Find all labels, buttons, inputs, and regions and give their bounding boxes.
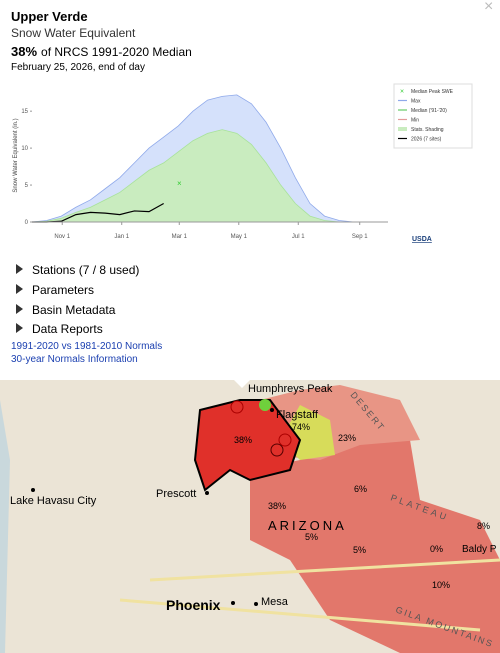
city-dot <box>31 488 35 492</box>
map-label: Prescott <box>156 488 196 500</box>
river <box>0 400 10 653</box>
road <box>119 558 500 632</box>
summary: 38% of NRCS 1991-2020 Median <box>11 44 192 59</box>
legend-label: 2026 (7 sites) <box>411 137 442 143</box>
percent-label: 74% <box>292 422 310 432</box>
map-label: Flagstaff <box>276 409 319 421</box>
map-label: Mesa <box>261 596 289 608</box>
y-tick-label: 5 <box>25 183 29 189</box>
map-label: Baldy P <box>462 544 497 555</box>
percent-label: 10% <box>432 580 450 590</box>
percent-label: 5% <box>305 532 318 542</box>
percent-label: 23% <box>338 433 356 443</box>
menu-item[interactable]: Stations (7 / 8 used) <box>16 263 139 277</box>
legend-label: Min <box>411 118 419 124</box>
subtitle: Snow Water Equivalent <box>11 26 136 40</box>
percent-text: of NRCS 1991-2020 Median <box>41 45 192 59</box>
selected-basin <box>193 399 302 492</box>
percent: 38% <box>11 44 38 59</box>
percent-label: 5% <box>353 545 366 555</box>
menu-item[interactable]: Data Reports <box>16 322 103 336</box>
map-label: ARIZONA <box>268 518 347 533</box>
y-tick-label: 0 <box>25 220 29 226</box>
logo: USDA <box>412 236 432 243</box>
map-label: Lake Havasu City <box>10 495 97 507</box>
link[interactable]: 1991-2020 vs 1981-2010 Normals <box>11 341 163 352</box>
date: February 25, 2026, end of day <box>11 62 145 73</box>
station <box>270 443 284 457</box>
station <box>230 400 244 414</box>
city-dot <box>270 408 274 412</box>
menu-item[interactable]: Parameters <box>16 283 94 297</box>
popup-arrow <box>232 378 252 388</box>
legend-symbol <box>398 127 407 131</box>
map-label: Humphreys Peak <box>248 383 333 395</box>
station <box>259 399 271 411</box>
basin-area <box>250 430 500 653</box>
legend-label: Median ('91-'20) <box>411 108 447 114</box>
percent-label: 6% <box>354 484 367 494</box>
x-tick-label: May 1 <box>231 234 248 240</box>
percent-label: 38% <box>234 435 252 445</box>
legend-box <box>393 83 473 149</box>
x-tick-label: Mar 1 <box>172 234 188 240</box>
close-button[interactable]: × <box>484 0 494 15</box>
x-tick-label: Nov 1 <box>54 234 70 240</box>
x-tick-label: Jul 1 <box>292 234 305 240</box>
chart: Snow Water Equivalent (in.) 0 5 10 15 Nov 1 Ja… <box>13 83 473 243</box>
city-dot <box>231 601 235 605</box>
percent-label: 0% <box>430 544 443 554</box>
y-tick-label: 10 <box>21 146 28 152</box>
legend-label: Max <box>411 99 421 105</box>
legend-label: Median Peak SWE <box>411 89 454 95</box>
station <box>278 433 292 447</box>
basin-title: Upper Verde <box>11 9 88 24</box>
peak-marker: × <box>177 179 182 188</box>
percent-label: 38% <box>268 501 286 511</box>
link[interactable]: 30-year Normals Information <box>11 354 138 365</box>
legend-label: Stats. Shading <box>411 127 444 133</box>
percent-label: 8% <box>477 521 490 531</box>
map-label: Phoenix <box>166 597 221 613</box>
city-dot <box>205 491 209 495</box>
percent-labels: 74% 38% 23% 6% 38% 5% 5% 0% 8% 10% <box>234 422 490 590</box>
x-tick-label: Sep 1 <box>352 234 368 240</box>
menu-item[interactable]: Basin Metadata <box>16 303 115 317</box>
x-tick-label: Jan 1 <box>114 234 129 240</box>
legend-symbol: × <box>400 89 404 96</box>
city-dot <box>254 602 258 606</box>
popup: Upper Verde Snow Water Equivalent 38% of … <box>0 0 500 380</box>
y-tick-label: 15 <box>21 109 28 115</box>
y-axis-label: Snow Water Equivalent (in.) <box>13 118 19 192</box>
